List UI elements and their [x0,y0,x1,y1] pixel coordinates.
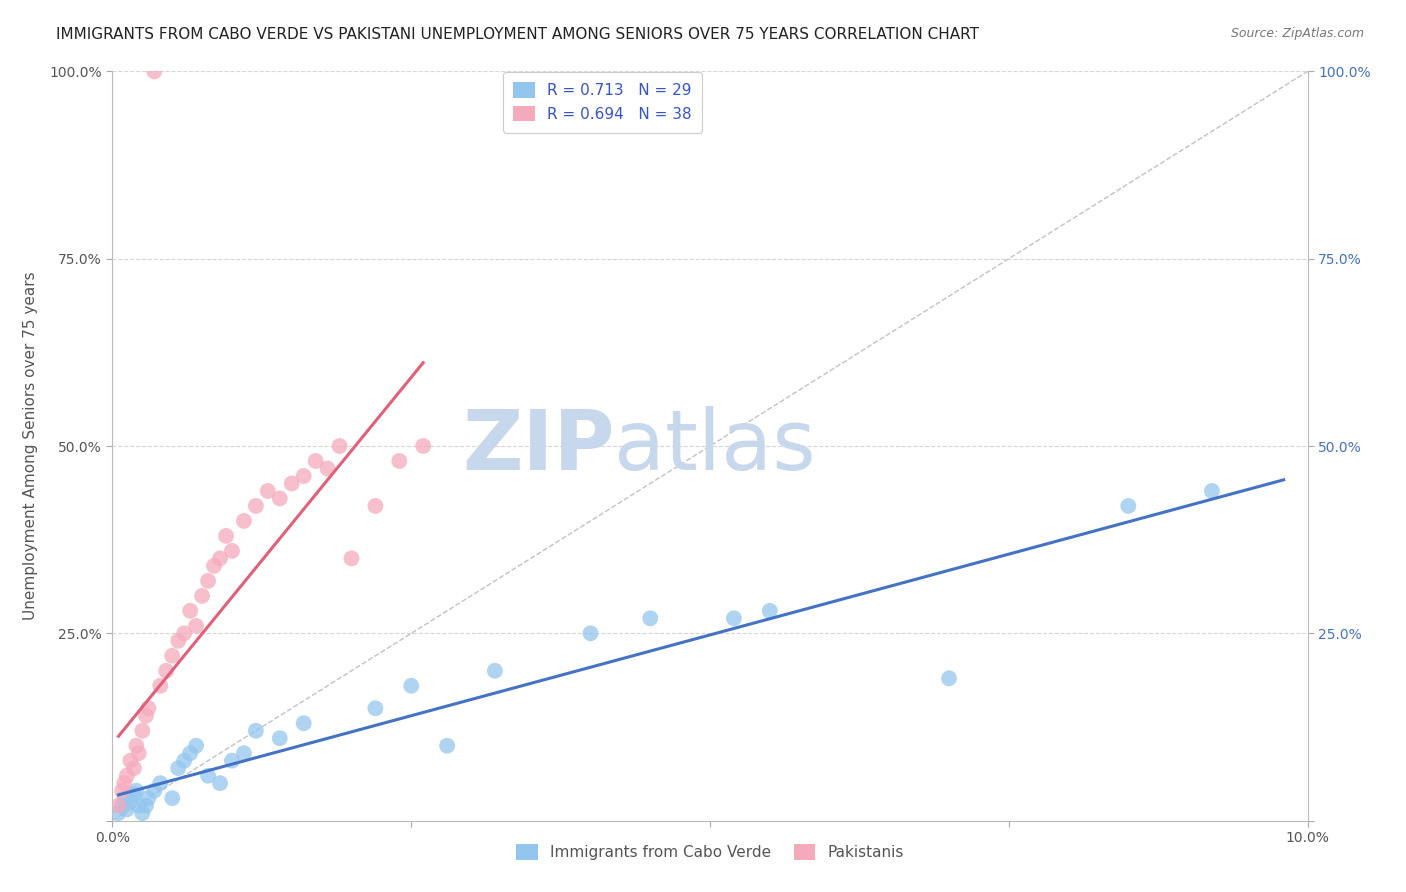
Point [111,783,134,797]
Point [292,716,315,731]
Point [579,626,602,640]
Point [107,806,129,821]
Point [131,723,153,738]
Point [221,544,243,558]
Point [179,746,201,760]
Point [269,731,291,746]
Point [120,795,142,809]
Point [186,619,208,633]
Point [329,439,352,453]
Point [122,788,145,802]
Point [162,791,183,805]
Point [233,746,256,760]
Point [1118,499,1140,513]
Text: atlas: atlas [614,406,815,486]
Point [245,723,267,738]
Point [257,483,280,498]
Point [167,633,190,648]
Point [111,798,134,813]
Point [167,761,190,775]
Point [162,648,183,663]
Point [197,574,219,588]
Point [125,783,148,797]
Point [1201,483,1223,498]
Point [245,499,267,513]
Point [115,769,138,783]
Text: IMMIGRANTS FROM CABO VERDE VS PAKISTANI UNEMPLOYMENT AMONG SENIORS OVER 75 YEARS: IMMIGRANTS FROM CABO VERDE VS PAKISTANI … [56,27,979,42]
Legend: Immigrants from Cabo Verde, Pakistanis: Immigrants from Cabo Verde, Pakistanis [508,835,912,869]
Point [149,679,172,693]
Point [120,754,142,768]
Point [115,802,138,816]
Point [215,529,238,543]
Point [938,671,960,685]
Point [209,776,232,790]
Point [364,701,387,715]
Point [143,783,166,797]
Point [143,64,166,78]
Point [138,791,160,805]
Point [281,476,304,491]
Point [640,611,662,625]
Point [114,776,135,790]
Point [191,589,214,603]
Point [173,754,195,768]
Point [436,739,458,753]
Point [155,664,177,678]
Point [179,604,201,618]
Point [388,454,411,468]
Point [412,439,434,453]
Point [173,626,195,640]
Point [149,776,172,790]
Point [292,469,315,483]
Point [135,708,157,723]
Point [209,551,232,566]
Text: ZIP: ZIP [463,406,614,486]
Point [138,701,160,715]
Point [128,798,150,813]
Point [125,739,148,753]
Point [131,806,153,821]
Point [316,461,339,475]
Point [340,551,363,566]
Point [233,514,256,528]
Y-axis label: Unemployment Among Seniors over 75 years: Unemployment Among Seniors over 75 years [24,272,38,620]
Point [202,558,225,573]
Point [759,604,782,618]
Point [114,791,135,805]
Point [221,754,243,768]
Point [364,499,387,513]
Point [269,491,291,506]
Point [305,454,328,468]
Point [128,746,150,760]
Point [107,798,129,813]
Point [135,798,157,813]
Point [484,664,506,678]
Point [197,769,219,783]
Point [186,739,208,753]
Text: Source: ZipAtlas.com: Source: ZipAtlas.com [1230,27,1364,40]
Point [122,761,145,775]
Point [401,679,423,693]
Point [723,611,745,625]
